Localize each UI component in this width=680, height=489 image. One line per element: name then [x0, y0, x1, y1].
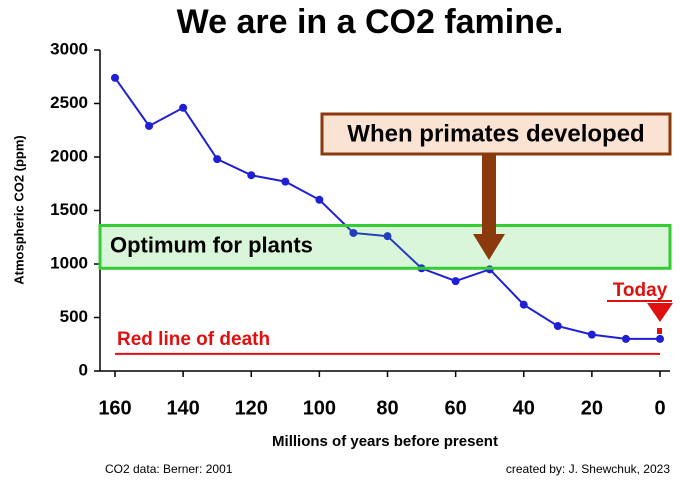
- point: [145, 121, 154, 130]
- point: [247, 171, 256, 180]
- chart-title: We are in a CO2 famine.: [177, 3, 564, 41]
- footer-right: created by: J. Shewchuk, 2023: [506, 462, 670, 476]
- y-tick-label: 0: [79, 360, 88, 379]
- x-tick-label: 40: [513, 397, 535, 419]
- point: [383, 232, 392, 241]
- point: [519, 300, 528, 309]
- band: [98, 223, 672, 270]
- annotation: Today: [613, 280, 668, 301]
- x-tick-label: 80: [376, 397, 398, 419]
- point: [553, 322, 562, 331]
- y-axis-label: Atmospheric CO2 (ppm): [11, 135, 26, 285]
- x-axis-label: Millions of years before present: [272, 433, 498, 450]
- point: [451, 277, 460, 286]
- point: [213, 155, 222, 164]
- y-tick-label: 1500: [50, 200, 88, 219]
- x-tick-label: 140: [166, 397, 199, 419]
- point: [587, 330, 596, 339]
- point: [111, 73, 119, 82]
- red-line-label: Red line of death: [117, 329, 270, 350]
- band-label: Optimum for plants: [110, 233, 313, 258]
- today-marker: [657, 328, 662, 334]
- point: [621, 334, 630, 343]
- x-tick-label: 0: [654, 397, 665, 419]
- point: [281, 177, 290, 186]
- y-tick-label: 2000: [50, 146, 88, 165]
- point: [349, 228, 358, 237]
- point: [656, 334, 664, 343]
- arrow: [473, 154, 505, 260]
- footer-left: CO2 data: Berner: 2001: [105, 462, 233, 476]
- arrow: [647, 303, 673, 322]
- point: [315, 195, 324, 204]
- y-tick-label: 3000: [50, 39, 88, 58]
- x-tick-label: 20: [581, 397, 603, 419]
- annotation-box: [320, 112, 672, 156]
- x-tick-label: 100: [303, 397, 336, 419]
- y-tick-label: 1000: [50, 253, 88, 272]
- y-tick-label: 500: [60, 307, 88, 326]
- annotation: When primates developed: [347, 120, 644, 147]
- x-tick-label: 120: [235, 397, 268, 419]
- point: [179, 103, 188, 112]
- x-tick-label: 160: [98, 397, 131, 419]
- y-tick-label: 2500: [50, 93, 88, 112]
- plot: 0 500 1000 1500 2000 2500 3000 160 140 120 100 80 60…: [50, 39, 672, 419]
- x-tick-label: 60: [445, 397, 467, 419]
